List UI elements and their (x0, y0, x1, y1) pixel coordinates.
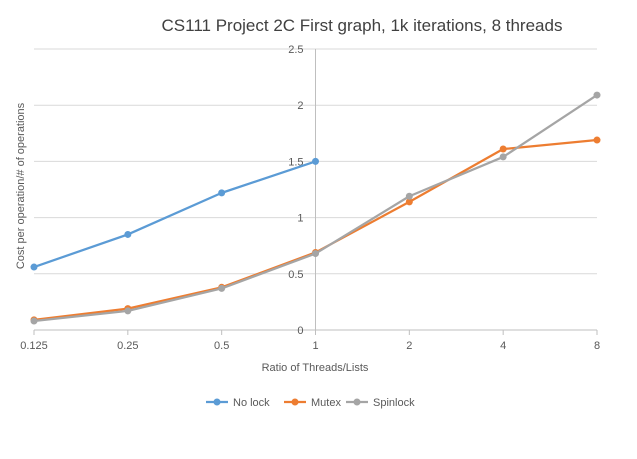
legend-label: Spinlock (373, 397, 415, 409)
legend-item-mutex: Mutex (284, 397, 341, 409)
x-tick-label: 0.25 (117, 340, 138, 352)
y-tick-label: 2 (297, 100, 303, 112)
legend-label: Mutex (311, 397, 341, 409)
x-tick-label: 0.125 (20, 340, 48, 352)
data-point-no-lock (124, 230, 132, 238)
x-tick-label: 1 (312, 340, 318, 352)
legend-label: No lock (233, 397, 270, 409)
legend-item-spinlock: Spinlock (346, 397, 415, 409)
data-point-spinlock (124, 307, 132, 315)
legend-swatch-marker (213, 398, 221, 406)
chart-title: CS111 Project 2C First graph, 1k iterati… (162, 16, 563, 35)
y-axis-title: Cost per operation/# of operations (15, 102, 27, 269)
y-tick-label: 2.5 (288, 44, 303, 56)
x-tick-label: 4 (500, 340, 506, 352)
x-tick-labels: 0.125 0.25 0.5 1 2 4 8 (20, 330, 600, 352)
x-tick-label: 0.5 (214, 340, 229, 352)
legend-swatch-marker (353, 398, 361, 406)
x-tick-label: 8 (594, 340, 600, 352)
y-tick-labels: 0 0.5 1 1.5 2 2.5 (288, 44, 303, 337)
data-point-mutex (499, 145, 507, 153)
data-point-mutex (405, 198, 413, 206)
data-point-spinlock (593, 91, 601, 99)
data-point-mutex (593, 136, 601, 144)
data-point-no-lock (218, 189, 226, 197)
y-tick-label: 0 (297, 325, 303, 337)
data-point-no-lock (30, 263, 38, 271)
legend-item-no-lock: No lock (206, 397, 270, 409)
x-axis-title: Ratio of Threads/Lists (262, 362, 369, 374)
legend: No lock Mutex Spinlock (206, 397, 415, 409)
data-point-spinlock (218, 284, 226, 292)
data-point-spinlock (499, 153, 507, 161)
y-tick-label: 1 (297, 213, 303, 225)
data-point-spinlock (30, 317, 38, 325)
x-tick-label: 2 (406, 340, 412, 352)
series-line-no-lock (32, 160, 317, 269)
axes (34, 49, 597, 331)
data-point-spinlock (405, 192, 413, 200)
legend-swatch-marker (291, 398, 299, 406)
y-tick-label: 1.5 (288, 156, 303, 168)
series-layer (30, 91, 601, 325)
data-point-spinlock (312, 250, 319, 258)
data-point-no-lock (312, 157, 319, 165)
y-tick-label: 0.5 (288, 269, 303, 281)
